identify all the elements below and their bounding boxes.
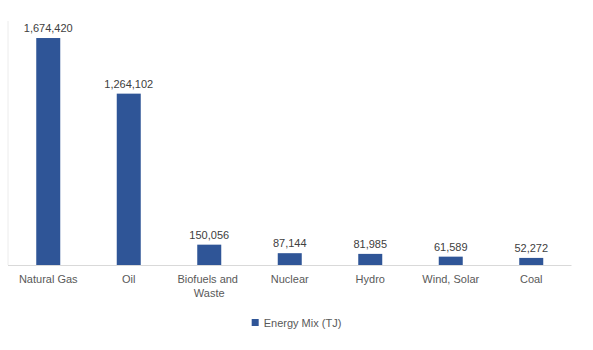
x-tick-label: Biofuels and Waste [177, 273, 241, 299]
data-label: 81,985 [353, 238, 387, 250]
bar [439, 257, 463, 265]
data-label: 1,674,420 [24, 22, 73, 34]
x-tick-label: Coal [520, 273, 543, 285]
legend-swatch [252, 319, 259, 326]
legend: Energy Mix (TJ) [252, 317, 342, 329]
chart: 1,674,420 1,264,102 150,056 87,144 81,985 61,… [0, 0, 593, 350]
x-tick-label: Hydro [356, 273, 385, 285]
x-tick-label-line: Waste [194, 287, 225, 299]
y-axis-line [8, 21, 9, 265]
bar [278, 253, 302, 265]
data-label: 52,272 [514, 242, 548, 254]
x-tick-label: Nuclear [271, 273, 309, 285]
bar [197, 245, 221, 265]
x-axis-line [8, 265, 572, 266]
data-label: 61,589 [434, 241, 468, 253]
bar [117, 94, 141, 265]
data-label: 1,264,102 [104, 78, 153, 90]
x-tick-label: Natural Gas [19, 273, 78, 285]
x-tick-label-line: Biofuels and [177, 273, 241, 285]
bar [519, 258, 543, 265]
bar [36, 38, 60, 265]
legend-label: Energy Mix (TJ) [264, 317, 342, 329]
bars [36, 38, 543, 265]
data-label: 150,056 [189, 229, 229, 241]
data-label: 87,144 [273, 237, 307, 249]
bar [358, 254, 382, 265]
x-tick-label: Wind, Solar [422, 273, 479, 285]
x-tick-label: Oil [122, 273, 135, 285]
